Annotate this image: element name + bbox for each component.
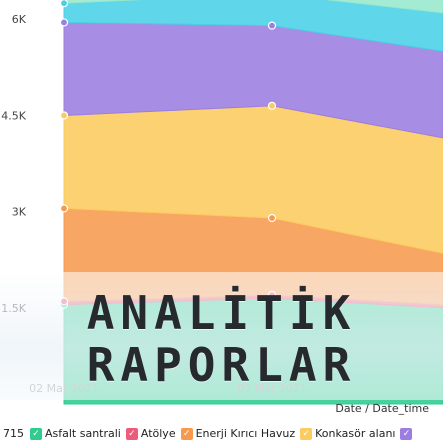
legend-item[interactable]: ✓ Atölye (125, 427, 176, 440)
data-point-3-1 (267, 101, 277, 110)
data-point-2-0 (59, 204, 69, 213)
banner-backdrop (0, 272, 443, 400)
y-tick-label: 4.5K (1, 109, 26, 122)
data-point-4-1 (267, 21, 277, 30)
y-tick-label: 6K (12, 13, 27, 26)
y-tick-label: 3K (12, 206, 27, 219)
legend-check-icon: ✓ (30, 427, 42, 440)
legend-check-icon: ✓ (300, 427, 313, 440)
y-axis-ticks: 6K4.5K3K1.5K (1, 13, 26, 315)
data-point-5-0 (59, 0, 69, 8)
data-point-2-1 (267, 213, 277, 223)
data-point-4-0 (59, 18, 69, 27)
legend-item[interactable]: ✓ (400, 427, 415, 440)
legend-label: Atölye (140, 427, 176, 440)
legend-leading-number: 715 (3, 427, 24, 440)
legend-item[interactable]: ✓ Konkasör alanı (300, 427, 395, 440)
chart-legend: 715 ✓ Asfalt santrali ✓ Atölye ✓ Enerji Kırıc… (0, 424, 443, 443)
legend-label: Enerji Kırıcı Havuz (195, 427, 296, 440)
legend-check-icon: ✓ (125, 427, 138, 440)
legend-label: Asfalt santrali (45, 427, 121, 440)
legend-label: Konkasör alanı (315, 427, 396, 440)
legend-check-icon: ✓ (180, 427, 193, 440)
legend-check-icon: ✓ (400, 427, 413, 440)
legend-item[interactable]: ✓ Enerji Kırıcı Havuz (180, 427, 296, 440)
data-point-3-0 (59, 111, 69, 120)
legend-item[interactable]: ✓ Asfalt santrali (30, 427, 121, 440)
